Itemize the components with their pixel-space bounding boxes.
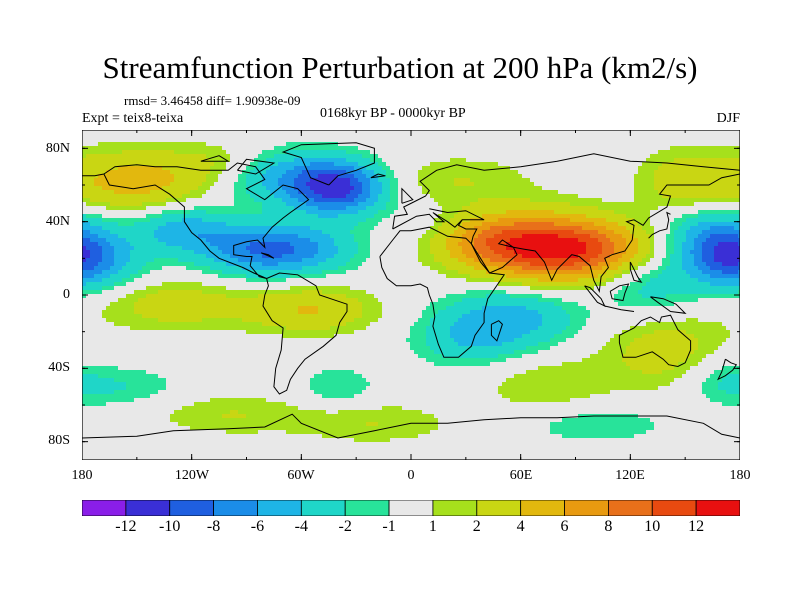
colorbar-label: -2	[338, 518, 352, 535]
colorbar-swatch	[695, 500, 740, 516]
colorbar	[82, 500, 740, 516]
coastline	[584, 285, 606, 308]
axis-ticks	[81, 130, 741, 460]
stats-text: rmsd= 3.46458 diff= 1.90938e-09	[124, 93, 301, 108]
colorbar-label: -8	[206, 518, 221, 535]
lon-tick-60w: 60W	[287, 468, 315, 483]
colorbar-label: -1	[382, 518, 396, 535]
colorbar-label: 12	[688, 518, 705, 535]
coastline	[81, 413, 741, 439]
colorbar-label: -10	[159, 518, 181, 535]
colorbar-swatch	[432, 500, 478, 516]
map-panel	[81, 129, 743, 463]
coastline	[262, 272, 348, 395]
lat-tick-0: 0	[63, 287, 70, 302]
colorbar-swatch	[257, 500, 302, 516]
field-cells	[82, 130, 743, 463]
coastline	[237, 158, 276, 175]
colorbar-swatch	[564, 500, 609, 516]
coastlines	[81, 142, 741, 439]
colorbar-swatch	[608, 500, 653, 516]
coastline	[457, 173, 741, 294]
coastline	[103, 162, 310, 279]
colorbar-label: 10	[644, 518, 661, 535]
coastline	[490, 320, 503, 342]
colorbar-swatch	[213, 500, 258, 516]
lat-tick-40n: 40N	[45, 214, 70, 229]
period-label: 0168kyr BP - 0000kyr BP	[320, 106, 466, 121]
colorbar-label: -4	[294, 518, 308, 535]
coastline	[717, 358, 738, 381]
coastline	[604, 305, 635, 312]
season-label: DJF	[716, 111, 740, 126]
lon-tick-120w: 120W	[174, 468, 210, 483]
coastline	[629, 261, 643, 284]
lon-tick-120e: 120E	[615, 468, 645, 483]
coastline	[281, 142, 375, 186]
coastline	[609, 283, 630, 302]
coastline	[618, 314, 692, 368]
colorbar-swatch	[125, 500, 171, 516]
coastline	[200, 155, 230, 162]
coastline	[392, 208, 485, 230]
colorbar-label: 1	[428, 518, 437, 535]
colorbar-swatch	[344, 500, 390, 516]
colorbar-label: 8	[604, 518, 613, 535]
coastline	[648, 211, 671, 239]
coastline	[370, 173, 386, 179]
lon-tick-0: 0	[407, 468, 415, 483]
lat-tick-40s: 40S	[48, 360, 70, 375]
lon-tick-60e: 60E	[509, 468, 533, 483]
colorbar-swatch	[476, 500, 522, 516]
colorbar-swatch	[82, 500, 127, 516]
experiment-label: Expt = teix8-teixa	[82, 111, 184, 126]
colorbar-label: 2	[472, 518, 481, 535]
colorbar-swatch	[169, 500, 214, 516]
coastline	[82, 173, 104, 177]
colorbar-swatch	[300, 500, 346, 516]
coastline	[379, 226, 506, 358]
lat-tick-80n: 80N	[45, 141, 70, 156]
colorbar-label: -12	[115, 518, 137, 535]
colorbar-swatch	[388, 500, 434, 516]
coastline	[650, 296, 687, 314]
plot-title: Streamfunction Perturbation at 200 hPa (…	[102, 50, 698, 85]
colorbar-label: -6	[250, 518, 265, 535]
lat-tick-80s: 80S	[48, 433, 70, 448]
streamfunction-map	[81, 129, 743, 463]
coastline	[260, 252, 275, 259]
colorbar-label: 6	[560, 518, 569, 535]
lon-tick-180w: 180	[71, 468, 93, 483]
colorbar-label: 4	[516, 518, 525, 535]
lon-tick-180e: 180	[729, 468, 751, 483]
colorbar-swatch	[520, 500, 565, 516]
coastline	[401, 187, 414, 204]
coastline	[392, 153, 741, 230]
colorbar-swatch	[651, 500, 697, 516]
